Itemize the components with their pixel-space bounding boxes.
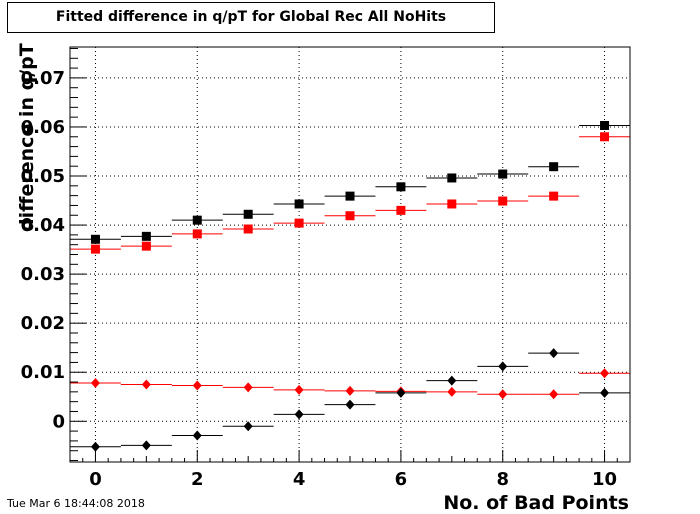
grid	[70, 47, 630, 462]
data-point-square	[447, 199, 457, 209]
x-tick-label: 2	[191, 469, 204, 490]
y-tick-label: 0.02	[21, 313, 65, 334]
data-point-square	[141, 241, 151, 251]
x-tick-label: 6	[395, 469, 408, 490]
y-axis-title: difference in q/pT	[16, 43, 38, 232]
data-point-diamond	[141, 379, 151, 390]
x-tick-label: 0	[89, 469, 102, 490]
y-tick-label: 0.05	[21, 166, 65, 187]
data-point-diamond	[600, 368, 610, 379]
data-point-diamond	[549, 389, 559, 400]
x-tick-label: 4	[293, 469, 306, 490]
x-tick-label: 10	[592, 469, 617, 490]
data-point-square	[192, 229, 202, 239]
data-point-diamond	[192, 430, 202, 441]
data-point-square	[141, 231, 151, 241]
data-point-square	[600, 120, 610, 130]
data-point-square	[498, 169, 508, 179]
data-point-diamond	[90, 441, 100, 452]
series-3	[70, 348, 630, 452]
data-point-diamond	[294, 409, 304, 420]
series-2	[70, 368, 630, 400]
data-point-square	[90, 244, 100, 254]
data-point-square	[498, 196, 508, 206]
y-tick-label: 0.06	[21, 117, 65, 138]
data-point-diamond	[600, 387, 610, 398]
data-point-square	[243, 209, 253, 219]
x-tick-label: 8	[496, 469, 509, 490]
data-point-square	[294, 199, 304, 209]
data-point-diamond	[141, 440, 151, 451]
data-point-diamond	[447, 375, 457, 386]
data-point-diamond	[549, 348, 559, 359]
y-tick-label: 0.03	[21, 264, 65, 285]
data-point-square	[294, 218, 304, 228]
data-point-diamond	[396, 387, 406, 398]
data-point-diamond	[294, 384, 304, 395]
data-series	[70, 120, 630, 452]
data-point-square	[345, 211, 355, 221]
data-point-diamond	[345, 399, 355, 410]
series-1	[70, 132, 630, 254]
y-tick-label: 0.07	[21, 68, 65, 89]
data-point-diamond	[90, 378, 100, 389]
data-point-diamond	[498, 389, 508, 400]
timestamp: Tue Mar 6 18:44:08 2018	[7, 497, 145, 510]
chart-title-box: Fitted difference in q/pT for Global Rec…	[7, 2, 495, 33]
chart-title: Fitted difference in q/pT for Global Rec…	[55, 9, 447, 25]
y-tick-label: 0.01	[21, 362, 65, 383]
data-point-square	[345, 191, 355, 201]
data-point-square	[447, 173, 457, 183]
data-point-diamond	[243, 421, 253, 432]
data-point-diamond	[243, 382, 253, 393]
data-point-diamond	[447, 386, 457, 397]
axes: 0 2 4 6 8 10 0 0.01 0.02 0.03 0.04 0.05 0.06 0.07	[21, 46, 631, 490]
y-tick-label: 0.04	[21, 215, 65, 236]
data-point-diamond	[192, 380, 202, 391]
x-axis-title: No. of Bad Points	[443, 492, 629, 514]
series-0	[70, 120, 630, 244]
y-tick-label: 0	[52, 411, 65, 432]
data-point-square	[600, 132, 610, 142]
data-point-square	[90, 234, 100, 244]
data-point-square	[396, 182, 406, 192]
data-point-diamond	[498, 361, 508, 372]
data-point-square	[396, 205, 406, 215]
data-point-diamond	[345, 385, 355, 396]
data-point-square	[192, 215, 202, 225]
data-point-square	[549, 191, 559, 201]
data-point-square	[549, 162, 559, 172]
data-point-square	[243, 224, 253, 234]
